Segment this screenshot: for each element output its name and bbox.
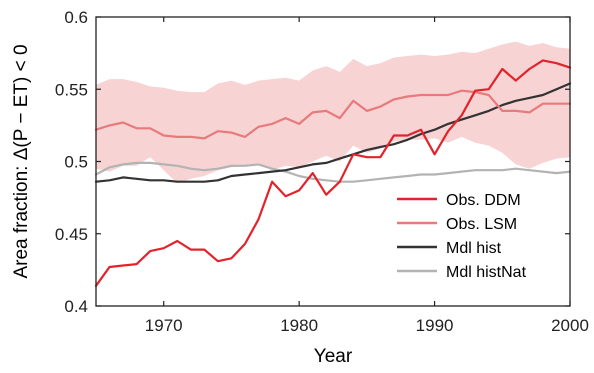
legend-label-mdl-hist: Mdl hist [446, 240, 502, 257]
x-tick-label: 1970 [145, 316, 183, 335]
series-line-obs-ddm [94, 59, 572, 287]
y-axis-title: Area fraction: Δ(P − ET) < 0 [11, 44, 32, 278]
y-tick-label: 0.6 [64, 8, 88, 27]
band-obs-lsm [96, 41, 570, 184]
legend-label-mdl-histnat: Mdl histNat [446, 264, 527, 281]
uncertainty-band-layer [96, 41, 570, 184]
y-tick-label: 0.55 [55, 80, 88, 99]
x-tick-label: 2000 [551, 316, 589, 335]
series-line-mdl-hist [94, 82, 572, 183]
x-tick-label: 1980 [280, 316, 318, 335]
x-tick-label: 1990 [416, 316, 454, 335]
tick-layer: 1970 1980 1990 2000 0.4 0.45 0.5 0.55 0.6 [55, 8, 589, 335]
series-line-obs-lsm [94, 89, 572, 140]
y-tick-label: 0.5 [64, 153, 88, 172]
y-tick-label: 0.45 [55, 225, 88, 244]
series-line-mdl-histnat [94, 161, 572, 183]
legend-label-obs-ddm: Obs. DDM [446, 192, 521, 209]
legend: Obs. DDM Obs. LSM Mdl hist Mdl histNat [397, 192, 527, 281]
y-tick-label: 0.4 [64, 297, 88, 316]
legend-label-obs-lsm: Obs. LSM [446, 216, 517, 233]
series-layer [94, 59, 572, 287]
x-axis-title: Year [314, 346, 353, 367]
